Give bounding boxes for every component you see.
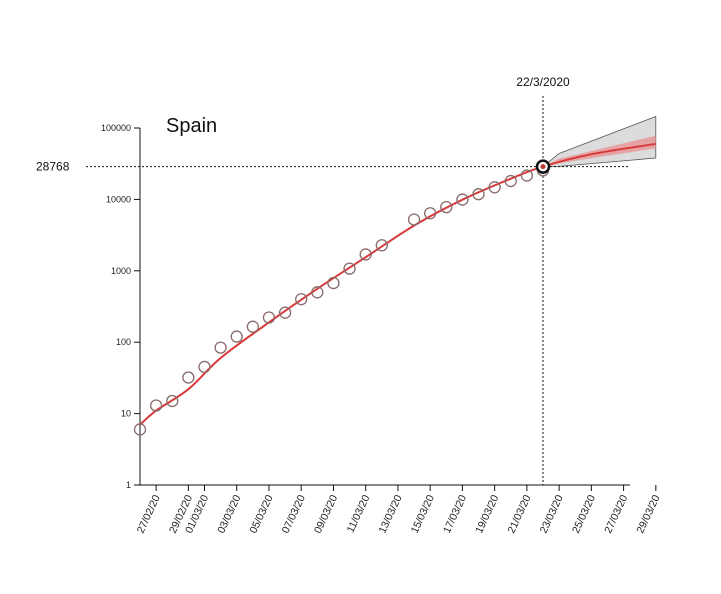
data-point — [166, 394, 179, 408]
data-point — [295, 293, 308, 306]
value-annotation: 28768 — [36, 160, 70, 174]
data-point — [343, 262, 356, 275]
data-point — [440, 200, 453, 214]
data-point — [262, 311, 276, 324]
x-tick-label: 19/03/20 — [473, 493, 501, 535]
x-tick-label: 13/03/20 — [376, 493, 404, 535]
y-tick-label: 10000 — [106, 194, 131, 204]
x-tick-label: 25/03/20 — [570, 493, 598, 535]
x-tick-label: 23/03/20 — [538, 493, 566, 535]
y-tick-label: 100 — [116, 337, 131, 347]
data-point — [149, 399, 163, 412]
y-ticks: 1 10 100 1000 10000 100000 — [101, 123, 140, 490]
data-point — [133, 423, 147, 436]
date-annotation: 22/3/2020 — [516, 75, 570, 89]
y-tick-label: 10 — [121, 409, 131, 419]
highlight-point — [535, 159, 551, 174]
x-tick-label: 27/03/20 — [602, 493, 630, 535]
data-point — [407, 213, 421, 226]
y-tick-label: 1 — [126, 480, 131, 490]
x-tick-label: 07/03/20 — [280, 493, 308, 535]
x-tick-label: 03/03/20 — [215, 493, 243, 535]
y-tick-label: 1000 — [111, 266, 131, 276]
x-tick-label: 05/03/20 — [248, 493, 276, 535]
data-point — [311, 286, 324, 299]
data-point — [424, 207, 437, 220]
data-point — [520, 169, 534, 182]
data-point — [214, 341, 227, 354]
data-point — [230, 330, 243, 343]
data-point — [488, 181, 501, 194]
x-tick-label: 17/03/20 — [441, 493, 469, 535]
data-point — [359, 248, 372, 261]
x-tick-label: 11/03/20 — [345, 493, 373, 535]
x-tick-label: 09/03/20 — [312, 493, 340, 535]
fit-line — [139, 142, 656, 426]
data-point — [504, 174, 517, 188]
data-point — [278, 306, 292, 319]
data-point — [456, 193, 469, 206]
data-point — [198, 360, 211, 374]
x-tick-label: 29/03/20 — [634, 493, 662, 535]
x-tick-label: 21/03/20 — [505, 493, 533, 535]
y-tick-label: 100000 — [101, 123, 131, 133]
data-points — [133, 164, 550, 436]
highlight-dot — [540, 164, 546, 170]
confidence-bands — [541, 115, 657, 168]
x-tick-label: 15/03/20 — [409, 493, 437, 535]
data-point — [375, 239, 388, 252]
data-point — [182, 371, 195, 384]
data-point — [327, 276, 340, 290]
chart-title: Spain — [166, 115, 217, 137]
axes — [139, 128, 630, 486]
data-point — [472, 188, 485, 201]
data-point — [246, 320, 259, 333]
x-tick-label: 27/02/20 — [135, 493, 163, 535]
